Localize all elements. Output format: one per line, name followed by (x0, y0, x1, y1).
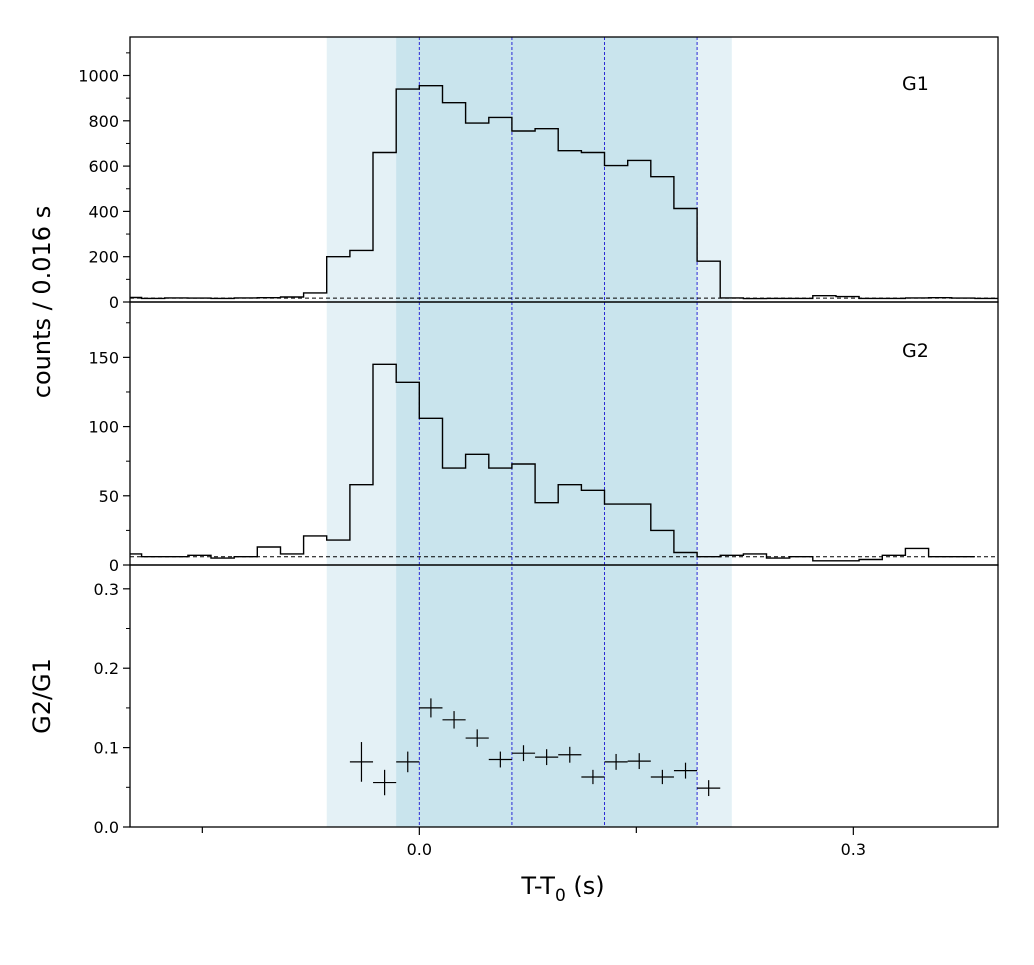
interval-lines (418, 37, 698, 827)
ratio-point (558, 746, 582, 763)
x-tick-label: 0.3 (841, 840, 866, 859)
ratio-point (697, 780, 721, 797)
y-tick-label: 400 (88, 202, 119, 221)
y-axis-title-ratio: G2/G1 (28, 658, 56, 734)
ratio-point (419, 698, 443, 718)
y-tick-label: 50 (99, 487, 119, 506)
x-tick-label: 0.0 (407, 840, 432, 859)
ratio-point (373, 769, 397, 796)
x-axis-title-unit: (s) (566, 872, 605, 900)
ratio-panel: 0.0 0.1 0.2 0.3 (94, 580, 721, 837)
y-tick-label: 0.1 (94, 739, 119, 758)
ratio-point (581, 769, 605, 785)
g1-panel: 0 200 400 600 800 1000 (78, 52, 998, 312)
y-tick-label: 600 (88, 157, 119, 176)
panel-label-g2: G2 (902, 340, 929, 362)
axes-frames: 0.0 0.3 (129, 36, 999, 859)
axes-frame-3 (129, 564, 999, 828)
ratio-point (442, 711, 466, 729)
shaded-regions (326, 37, 732, 827)
histogram-line (130, 363, 975, 562)
ratio-point (673, 762, 698, 779)
y-tick-label: 0 (109, 293, 119, 312)
ratio-point (396, 751, 420, 773)
ratio-point (604, 753, 628, 770)
ratio-point (627, 753, 651, 770)
panel-label-g1: G1 (902, 73, 929, 95)
x-axis-title: T-T0 (s) (520, 872, 604, 906)
y-tick-label: 0.2 (94, 659, 119, 678)
g2-panel: 0 50 100 150 (88, 322, 998, 575)
shaded-region-dark (396, 37, 698, 827)
y-tick-label: 0.0 (94, 818, 119, 837)
histogram-line (130, 85, 998, 300)
y-tick-label: 100 (88, 418, 119, 437)
y-tick-label: 0 (109, 556, 119, 575)
x-axis-title-main: T-T (520, 872, 555, 900)
ratio-point (535, 749, 559, 766)
ratio-point (511, 745, 536, 762)
x-axis-title-subscript: 0 (555, 886, 566, 906)
y-tick-label: 200 (88, 248, 119, 267)
y-tick-label: 800 (88, 112, 119, 131)
ratio-point (488, 751, 512, 768)
ratio-point (349, 742, 374, 782)
y-tick-label: 150 (88, 348, 119, 367)
ratio-point (465, 729, 489, 747)
y-tick-label: 0.3 (94, 580, 119, 599)
ratio-point (650, 769, 674, 785)
y-tick-label: 1000 (78, 67, 119, 86)
y-axis-title-counts: counts / 0.016 s (28, 206, 56, 398)
